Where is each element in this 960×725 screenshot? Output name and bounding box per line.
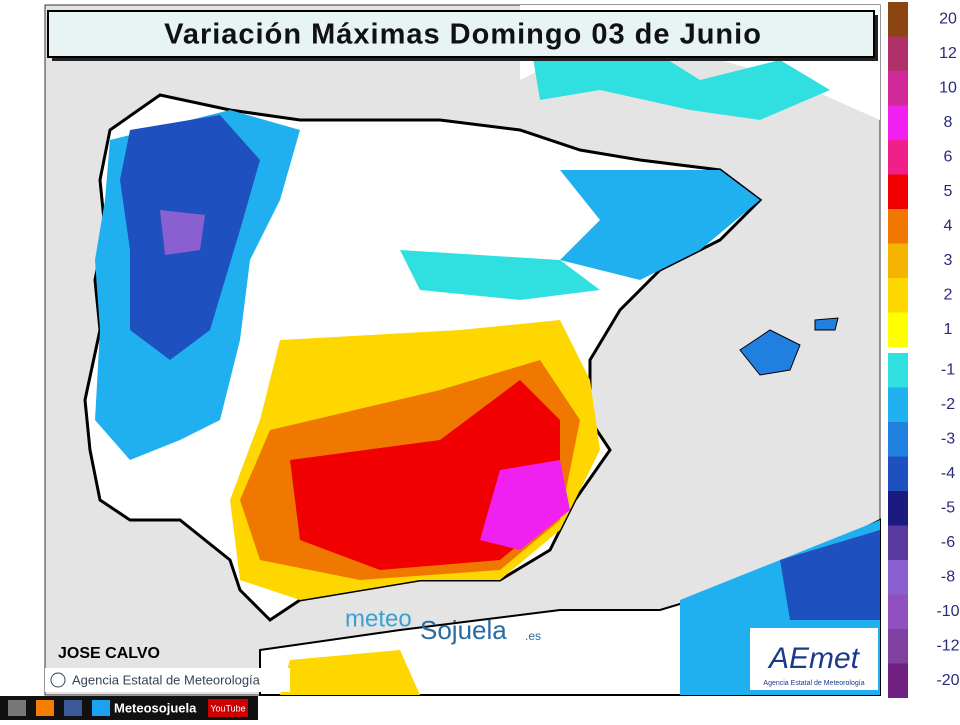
icon[interactable]	[64, 700, 82, 716]
legend-swatch	[888, 387, 908, 422]
legend-swatch	[888, 278, 908, 313]
legend-label: 1	[944, 321, 953, 338]
youtube-icon[interactable]	[208, 699, 248, 717]
anomaly-area	[480, 460, 570, 550]
copyright-icon	[50, 672, 66, 688]
brand: Sojuela	[420, 615, 507, 645]
legend-label: 5	[944, 183, 953, 200]
logo-box	[750, 628, 878, 690]
legend-label: -3	[941, 430, 955, 447]
legend-swatch	[888, 422, 908, 457]
legend-label: -10	[936, 603, 959, 620]
anomaly-area	[160, 210, 205, 255]
anomaly-area	[560, 170, 760, 280]
legend-swatch	[888, 2, 908, 37]
logo-sub: Agencia Estatal de Meteorología	[763, 680, 864, 687]
author: JOSE CALVO	[58, 645, 160, 662]
site[interactable]: Meteosojuela	[114, 700, 197, 715]
legend-swatch	[888, 491, 908, 526]
legend-swatch	[888, 312, 908, 347]
island	[814, 317, 839, 331]
legend-swatch	[888, 560, 908, 595]
legend-label: -6	[941, 534, 955, 551]
anomaly-area	[400, 250, 600, 300]
brand: meteo	[345, 605, 412, 632]
legend-label: -4	[941, 465, 955, 482]
icon[interactable]	[36, 700, 54, 716]
legend-label: -8	[941, 568, 955, 585]
legend-label: 20	[939, 10, 957, 27]
agency-box	[45, 668, 290, 692]
title-box	[47, 10, 875, 58]
legend-label: 12	[939, 45, 957, 62]
icon[interactable]	[8, 700, 26, 716]
title: Variación Máximas Domingo 03 de Junio	[164, 19, 762, 51]
legend-label: 6	[944, 148, 953, 165]
legend-swatch	[888, 209, 908, 244]
legend-label: 4	[944, 217, 953, 234]
youtube-label[interactable]: YouTube	[210, 703, 245, 713]
icon[interactable]	[92, 700, 110, 716]
brand: .es	[525, 629, 541, 643]
legend-label: 8	[944, 114, 953, 131]
anomaly-area	[780, 530, 880, 620]
legend-label: -2	[941, 396, 955, 413]
legend-label: -5	[941, 499, 955, 516]
legend-swatch	[888, 456, 908, 491]
legend-label: -20	[936, 672, 959, 689]
agency: Agencia Estatal de Meteorología	[72, 672, 261, 687]
anomaly-area	[280, 650, 420, 695]
legend-swatch	[888, 71, 908, 106]
legend-label: 3	[944, 252, 953, 269]
legend-swatch	[888, 663, 908, 698]
legend: 20 12 10 8 6 5 4 3 2 1 -1 -2 -3 -4 -5 -6 -8 -10 -12 -20	[888, 2, 960, 698]
legend-swatch	[888, 243, 908, 278]
legend-swatch	[888, 140, 908, 175]
legend-label: 10	[939, 79, 957, 96]
legend-swatch	[888, 105, 908, 140]
logo: AEmet	[767, 642, 861, 675]
legend-label: -12	[936, 637, 959, 654]
legend-swatch	[888, 525, 908, 560]
legend-swatch	[888, 36, 908, 71]
legend-label: -1	[941, 361, 955, 378]
legend-label: 2	[944, 286, 953, 303]
island	[739, 329, 801, 376]
legend-swatch	[888, 174, 908, 209]
legend-swatch	[888, 353, 908, 388]
legend-swatch	[888, 629, 908, 664]
legend-swatch	[888, 594, 908, 629]
